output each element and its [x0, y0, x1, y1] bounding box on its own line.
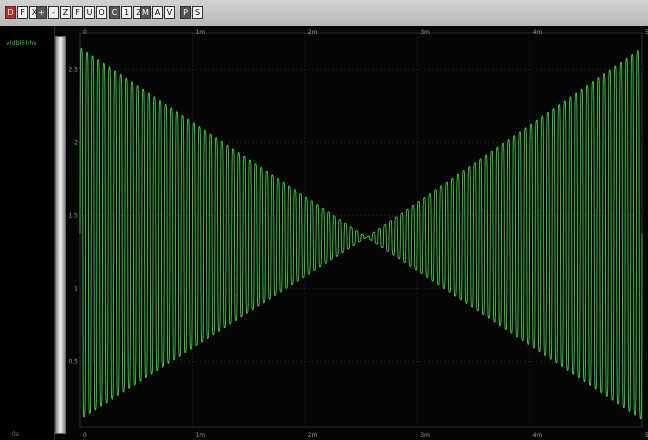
y-tick-label: 0.5 [68, 358, 78, 365]
zoom-group-button-3[interactable]: F [72, 6, 83, 19]
axis-tick-labels: 0 0 1m 1m 2m 2m 3m 3m 4m 4m 5m 5m 0.5 1 1.5 2 2.5 [68, 29, 648, 439]
x-tick-label-top: 4m [533, 29, 543, 36]
cursor-group-button-1[interactable]: 1 [121, 6, 132, 19]
x-tick-label-top: 1m [195, 29, 205, 36]
y-tick-label: 1.5 [68, 212, 78, 219]
x-tick-label-top: 0 [83, 29, 87, 36]
zoom-group-button-4[interactable]: U [84, 6, 95, 19]
y-tick-label: 2.5 [68, 66, 78, 73]
panel-splitter[interactable] [55, 36, 66, 434]
x-tick-label-bottom: 5m [645, 432, 648, 439]
x-tick-label-top: 2m [308, 29, 318, 36]
measure-group-button-1[interactable]: A [152, 6, 163, 19]
cursor-group-button-0[interactable]: C [109, 6, 120, 19]
measure-group-button-0[interactable]: M [140, 6, 151, 19]
zoom-group-button-0[interactable]: + [36, 6, 47, 19]
config-group-button-1[interactable]: S [192, 6, 203, 19]
waveform-trace [79, 48, 643, 420]
x-tick-label-bottom: 4m [533, 432, 543, 439]
y-tick-label: 1 [74, 285, 78, 292]
zoom-group-button-1[interactable]: - [48, 6, 59, 19]
trace-name-label[interactable]: v(dbl5):hv [6, 40, 37, 47]
trace-line [79, 48, 643, 420]
file-group-button-1[interactable]: F [17, 6, 28, 19]
file-group-button-0[interactable]: D [5, 6, 16, 19]
measure-group-button-2[interactable]: V [164, 6, 175, 19]
x-tick-label-bottom: 0 [83, 432, 87, 439]
x-tick-label-bottom: 2m [308, 432, 318, 439]
y-tick-label: 2 [74, 139, 78, 146]
x-tick-label-bottom: 1m [195, 432, 205, 439]
config-group-button-0[interactable]: P [180, 6, 191, 19]
trace-list-panel: v(dbl5):hv [0, 26, 55, 440]
zoom-group-button-5[interactable]: O [96, 6, 107, 19]
x-tick-label-top: 5m [645, 29, 648, 36]
x-tick-label-top: 3m [420, 29, 430, 36]
cursor-readout: 0s [12, 431, 19, 438]
zoom-group-button-2[interactable]: Z [60, 6, 71, 19]
x-tick-label-bottom: 3m [420, 432, 430, 439]
zoom-group: + - Z F U O [36, 6, 107, 19]
